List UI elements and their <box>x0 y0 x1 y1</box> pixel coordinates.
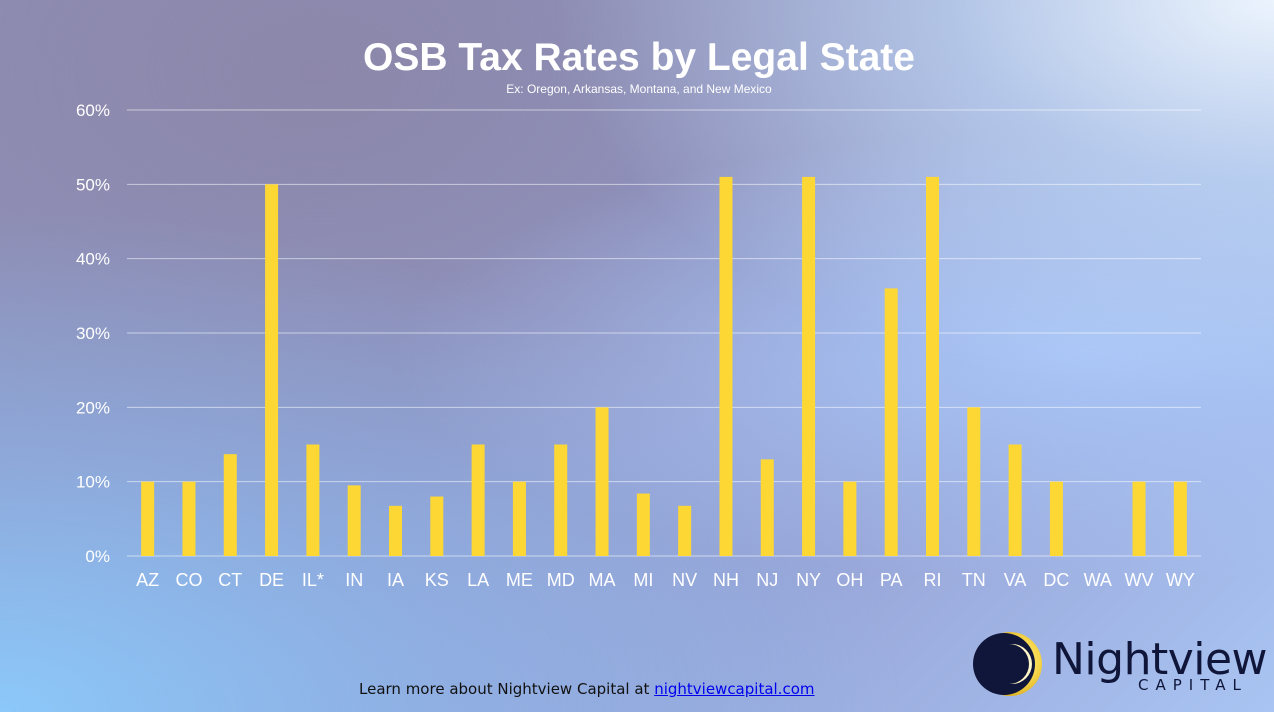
bar-md <box>554 444 568 556</box>
bar-co <box>182 481 196 556</box>
x-tick-label: LA <box>467 570 489 590</box>
logo-subtitle: CAPITAL <box>1138 676 1248 694</box>
bar-de <box>265 184 279 557</box>
bar-az <box>141 481 155 556</box>
y-axis-ticks: 0% 10% 20% 30% 40% 50% 60% <box>76 101 110 566</box>
x-tick-label: WV <box>1125 570 1154 590</box>
y-tick-label: 30% <box>76 324 110 343</box>
footer-text: Learn more about Nightview Capital at <box>359 680 650 698</box>
bar-ks <box>430 496 444 556</box>
bar-me <box>512 481 526 556</box>
x-tick-label: NY <box>796 570 821 590</box>
y-tick-label: 50% <box>76 175 110 194</box>
x-tick-label: IN <box>345 570 363 590</box>
x-tick-label: DE <box>259 570 284 590</box>
bar-in <box>347 485 361 556</box>
x-tick-label: NJ <box>756 570 778 590</box>
bar-ma <box>595 407 609 556</box>
x-tick-label: CO <box>175 570 202 590</box>
bar-ri <box>926 176 939 556</box>
x-tick-label: ME <box>506 570 533 590</box>
bar-nh <box>719 176 733 556</box>
bar-dc <box>1049 481 1063 556</box>
x-tick-label: RI <box>924 570 942 590</box>
x-axis-ticks: AZ CO CT DE IL* IN IA KS LA ME MD MA MI NV NH NJ NY OH PA R… <box>136 570 1195 590</box>
logo-wordmark: Nightview <box>1052 634 1268 685</box>
y-tick-label: 40% <box>76 250 110 269</box>
y-tick-label: 60% <box>76 101 110 120</box>
y-tick-label: 10% <box>76 473 110 492</box>
y-tick-label: 20% <box>76 398 110 417</box>
x-tick-label: OH <box>836 570 863 590</box>
moon-logo-icon <box>973 632 1042 696</box>
bar-wv <box>1132 481 1146 556</box>
nightview-logo: Nightview CAPITAL <box>972 630 1268 700</box>
bar-oh <box>843 481 857 556</box>
x-tick-label: DC <box>1043 570 1069 590</box>
x-tick-label: WA <box>1084 570 1112 590</box>
x-tick-label: MD <box>547 570 575 590</box>
chart-title: OSB Tax Rates by Legal State <box>363 36 915 79</box>
x-tick-label: AZ <box>136 570 159 590</box>
bar-nv <box>678 505 692 556</box>
bar-wy <box>1173 481 1187 556</box>
bar-va <box>1008 444 1022 556</box>
bar-nj <box>760 459 774 556</box>
bar-ia <box>389 505 402 556</box>
x-tick-label: VA <box>1004 570 1027 590</box>
x-tick-label: KS <box>425 570 449 590</box>
x-tick-label: IA <box>387 570 404 590</box>
bars <box>141 176 1187 557</box>
y-tick-label: 0% <box>85 547 110 566</box>
x-tick-label: CT <box>218 570 242 590</box>
bar-pa <box>884 288 898 556</box>
bar-il <box>306 444 320 556</box>
footer-link[interactable]: nightviewcapital.com <box>654 680 815 698</box>
x-tick-label: MA <box>589 570 616 590</box>
x-tick-label: NH <box>713 570 739 590</box>
x-tick-label: PA <box>880 570 903 590</box>
chart-subtitle: Ex: Oregon, Arkansas, Montana, and New M… <box>506 82 772 96</box>
bar-tn <box>967 407 981 556</box>
x-tick-label: TN <box>962 570 986 590</box>
bar-ny <box>802 176 816 556</box>
bar-la <box>471 444 485 556</box>
bar-mi <box>636 493 650 556</box>
x-tick-label: NV <box>672 570 697 590</box>
gridlines <box>127 109 1201 557</box>
x-tick-label: IL* <box>302 570 324 590</box>
footer: Learn more about Nightview Capital at ni… <box>359 680 815 698</box>
x-tick-label: MI <box>633 570 653 590</box>
bar-ct <box>223 454 237 556</box>
x-tick-label: WY <box>1166 570 1195 590</box>
